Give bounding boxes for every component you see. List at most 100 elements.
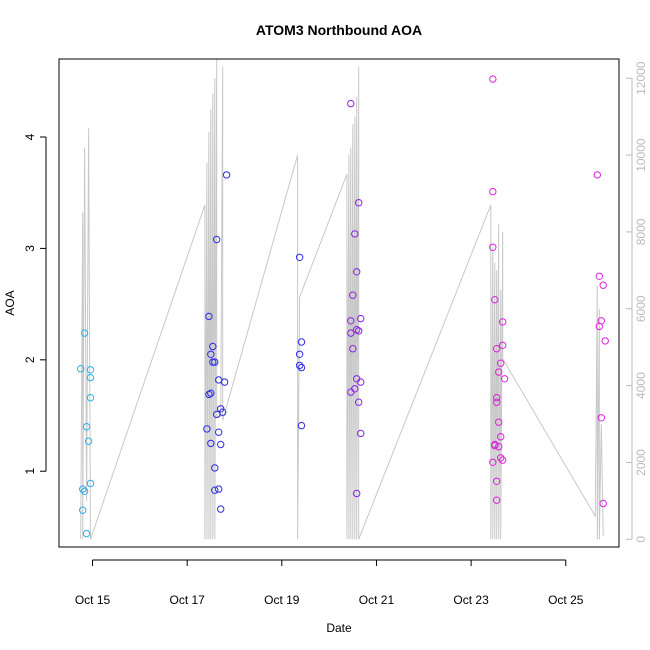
data-point [355,398,363,406]
data-point [601,337,609,345]
data-point [347,99,355,108]
data-point [86,366,95,374]
y-axis-label: AOA [3,290,17,315]
data-point [79,485,87,493]
data-point [349,291,357,299]
data-point [497,454,505,462]
data-point [79,506,87,514]
data-point [86,373,95,382]
x-axis-label: Date [326,621,352,635]
x-tick-label: Oct 17 [169,593,205,607]
data-point [597,414,605,422]
data-point [217,440,225,449]
data-point [495,443,503,451]
data-point [357,429,365,438]
data-point [213,235,221,244]
data-point [497,359,505,367]
data-point [355,199,363,207]
y-tick-label: 3 [23,245,37,252]
data-point [489,75,497,83]
x-tick-label: Oct 25 [548,593,584,607]
data-point [493,496,501,504]
plot-frame [58,58,620,548]
data-point [500,375,509,383]
y2-tick-label: 0 [634,536,648,543]
data-point [207,389,215,397]
y2-tick-label: 2000 [634,449,648,476]
data-point [297,363,306,372]
data-point [297,421,306,430]
data-point [499,341,507,349]
data-point [295,253,304,261]
data-point [357,378,365,386]
data-point [349,345,357,353]
y-axis: 1 2 3 4 [23,133,47,475]
data-point [222,171,231,179]
data-point [205,312,213,321]
data-point [351,230,359,238]
data-point [207,439,215,448]
data-point [597,317,605,325]
data-point [599,499,607,508]
data-point [593,171,601,179]
data-point [209,342,217,351]
data-point [217,505,225,513]
data-point [491,441,499,450]
y2-tick-label: 4000 [634,372,648,399]
data-point [220,378,229,386]
x-tick-label: Oct 19 [264,593,300,607]
data-point [205,390,213,399]
data-point [355,327,363,335]
points-layer [77,75,609,538]
data-point [211,358,219,366]
data-point [347,329,355,337]
secondary-line-layer [80,58,604,540]
data-point [499,456,507,464]
data-point [215,428,223,436]
data-point [495,418,503,426]
data-point [295,350,304,358]
data-point [80,487,89,495]
x-tick-label: Oct 23 [453,593,489,607]
data-point [82,423,91,431]
data-point [493,398,501,406]
data-point [595,272,603,280]
data-point [86,394,95,402]
data-point [219,408,227,416]
secondary-series-line [80,58,604,540]
x-axis: Oct 15 Oct 17 Oct 19 Oct 21 Oct 23 Oct 25 [75,559,584,607]
data-point [347,317,355,325]
y2-axis: 0 2000 4000 6000 8000 10000 12000 [626,61,648,543]
y2-tick-label: 6000 [634,295,648,322]
data-point [215,485,223,493]
data-point [209,358,217,366]
x-tick-label: Oct 21 [359,593,395,607]
data-point [203,425,211,433]
data-point [351,385,359,393]
chart-title: ATOM3 Northbound AOA [256,22,422,38]
data-point [211,464,219,472]
data-point [493,477,501,485]
data-point [86,479,95,488]
data-point [497,433,505,441]
data-point [297,338,306,346]
y-tick-label: 4 [23,133,37,140]
y-tick-label: 2 [23,356,37,363]
data-point [84,437,93,445]
y2-tick-label: 10000 [634,138,648,172]
y-tick-label: 1 [23,468,37,475]
data-point [80,329,89,337]
data-point [353,326,361,334]
data-point [493,394,501,402]
data-point [489,458,497,466]
data-point [207,350,215,358]
x-tick-label: Oct 15 [75,593,111,607]
y2-tick-label: 8000 [634,218,648,245]
data-point [489,243,497,252]
data-point [599,281,607,289]
y2-tick-label: 12000 [634,61,648,95]
data-point [82,529,91,538]
